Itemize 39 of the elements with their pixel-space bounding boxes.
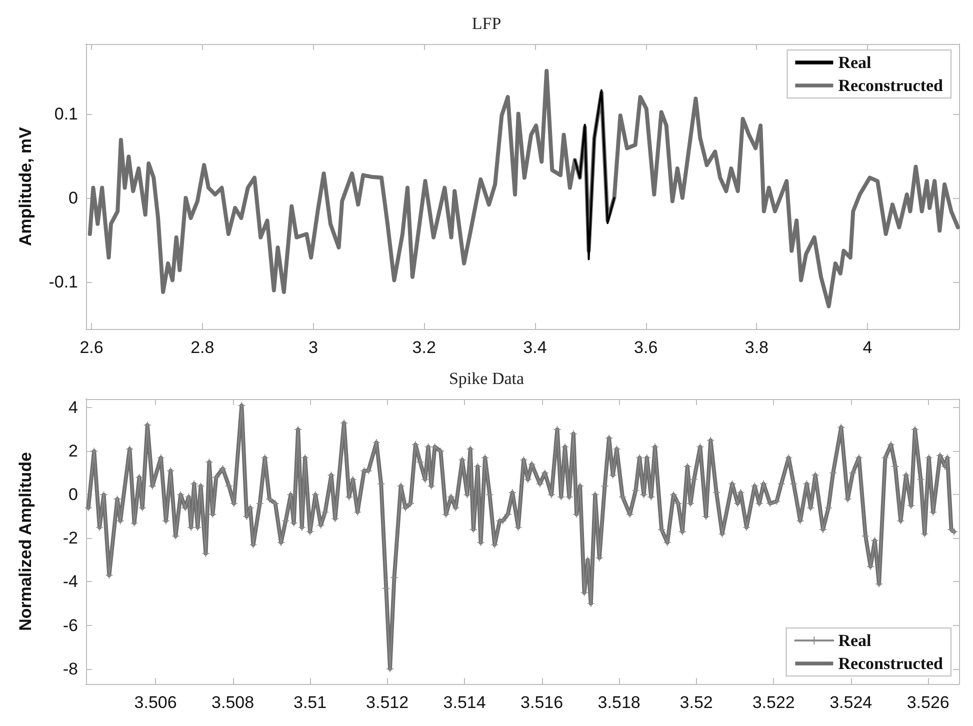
x-tick-label: 3.2 — [412, 338, 436, 357]
y-tick-label: -2 — [62, 528, 78, 548]
x-tick-label: 4 — [862, 338, 872, 357]
x-tick-label: 2.6 — [80, 338, 104, 357]
x-tick-label: 3.8 — [744, 338, 769, 357]
chart-title: Spike Data — [448, 369, 524, 388]
legend-label: Real — [838, 53, 872, 72]
chart-title: LFP — [472, 14, 502, 33]
y-tick-label: -6 — [62, 616, 78, 635]
legend-label: Real — [838, 631, 872, 650]
y-tick-label: 0 — [68, 485, 78, 504]
line-series — [574, 89, 616, 260]
y-tick-label: 4 — [68, 398, 78, 418]
x-tick-label: 3 — [308, 338, 318, 357]
y-axis-title: Normalized Amplitude — [16, 452, 35, 631]
x-tick-label: 3.514 — [443, 693, 486, 712]
y-axis-title: Amplitude, mV — [16, 126, 35, 246]
line-series — [88, 68, 960, 308]
x-tick-label: 3.518 — [598, 693, 640, 712]
x-tick-label: 3.52 — [680, 693, 713, 712]
x-tick-label: 3.522 — [752, 693, 795, 712]
x-tick-label: 3.512 — [366, 693, 409, 712]
y-tick-label: 0.1 — [54, 104, 78, 124]
x-tick-label: 3.516 — [520, 693, 564, 712]
legend-label: Reconstructed — [838, 654, 944, 673]
y-tick-label: -0.1 — [48, 272, 78, 292]
y-tick-label: -8 — [62, 659, 78, 678]
y-tick-label: -4 — [62, 572, 78, 592]
x-tick-label: 2.8 — [190, 338, 214, 357]
y-tick-label: 2 — [68, 442, 78, 461]
x-tick-label: 3.506 — [134, 693, 177, 712]
x-tick-label: 3.524 — [830, 693, 872, 712]
legend-label: Reconstructed — [838, 76, 944, 95]
x-tick-label: 3.51 — [293, 693, 327, 712]
x-tick-label: 3.526 — [906, 693, 950, 712]
x-tick-label: 3.508 — [212, 693, 254, 712]
x-tick-label: 3.6 — [634, 338, 658, 357]
x-tick-label: 3.4 — [523, 338, 547, 357]
y-tick-label: 0 — [68, 188, 78, 208]
